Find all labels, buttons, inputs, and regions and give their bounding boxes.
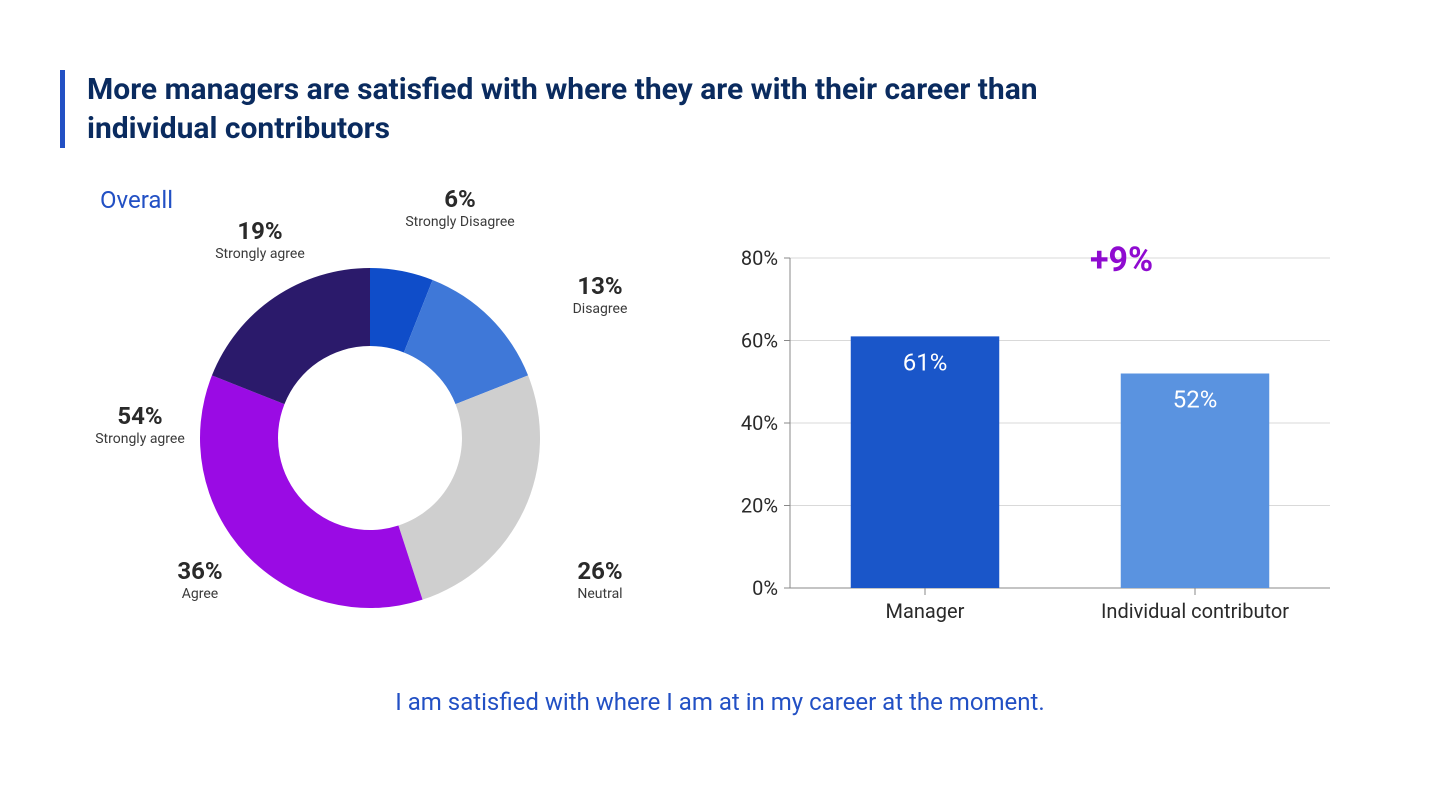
title-row: More managers are satisfied with where t…: [60, 70, 1380, 148]
footer-caption: I am satisfied with where I am at in my …: [60, 688, 1380, 716]
donut-label-name-disagree: Disagree: [530, 301, 670, 317]
donut-label-pct-strongly_disagree: 6%: [390, 186, 530, 214]
donut-overall-label: Overall: [100, 186, 173, 214]
bar-chart: 0% 20% 40% 60% 80% 61% Manager 52% Individual co…: [720, 178, 1380, 678]
title-accent-bar: [60, 70, 65, 148]
donut-slice-neutral: [398, 375, 540, 599]
bar-category-label-0: Manager: [886, 599, 965, 623]
bar-ytick-label: 60%: [741, 329, 778, 353]
donut-label-pct-neutral: 26%: [530, 558, 670, 586]
donut-label-strongly_agree_1: 54%Strongly agree: [70, 403, 210, 447]
bar-ytick-label: 80%: [741, 246, 778, 270]
donut-label-agree: 36%Agree: [130, 558, 270, 602]
bar-callout-diff: +9%: [1090, 240, 1153, 280]
donut-label-pct-strongly_agree_1: 54%: [70, 403, 210, 431]
donut-label-neutral: 26%Neutral: [530, 558, 670, 602]
page-title: More managers are satisfied with where t…: [87, 70, 1107, 148]
donut-label-name-neutral: Neutral: [530, 586, 670, 602]
donut-label-name-agree: Agree: [130, 586, 270, 602]
donut-chart: Overall 6%Strongly Disagree13%Disagree26…: [60, 178, 680, 678]
donut-label-pct-strongly_agree_2: 19%: [190, 218, 330, 246]
donut-label-pct-disagree: 13%: [530, 273, 670, 301]
donut-label-name-strongly_disagree: Strongly Disagree: [390, 214, 530, 230]
bar-ytick-label: 20%: [741, 494, 778, 518]
bar-ytick-label: 0%: [752, 576, 778, 600]
donut-label-strongly_disagree: 6%Strongly Disagree: [390, 186, 530, 230]
donut-label-name-strongly_agree_2: Strongly agree: [190, 246, 330, 262]
donut-label-strongly_agree_2: 19%Strongly agree: [190, 218, 330, 262]
bar-value-label-1: 52%: [1173, 386, 1218, 414]
bar-svg: 0% 20% 40% 60% 80% 61% Manager 52% Individual co…: [720, 228, 1350, 648]
donut-label-name-strongly_agree_1: Strongly agree: [70, 431, 210, 447]
donut-slice-strongly_agree_2: [212, 268, 370, 404]
donut-label-disagree: 13%Disagree: [530, 273, 670, 317]
bar-category-label-1: Individual contributor: [1101, 599, 1289, 623]
donut-label-pct-agree: 36%: [130, 558, 270, 586]
bar-value-label-0: 61%: [903, 348, 948, 376]
bar-ytick-label: 40%: [741, 411, 778, 435]
